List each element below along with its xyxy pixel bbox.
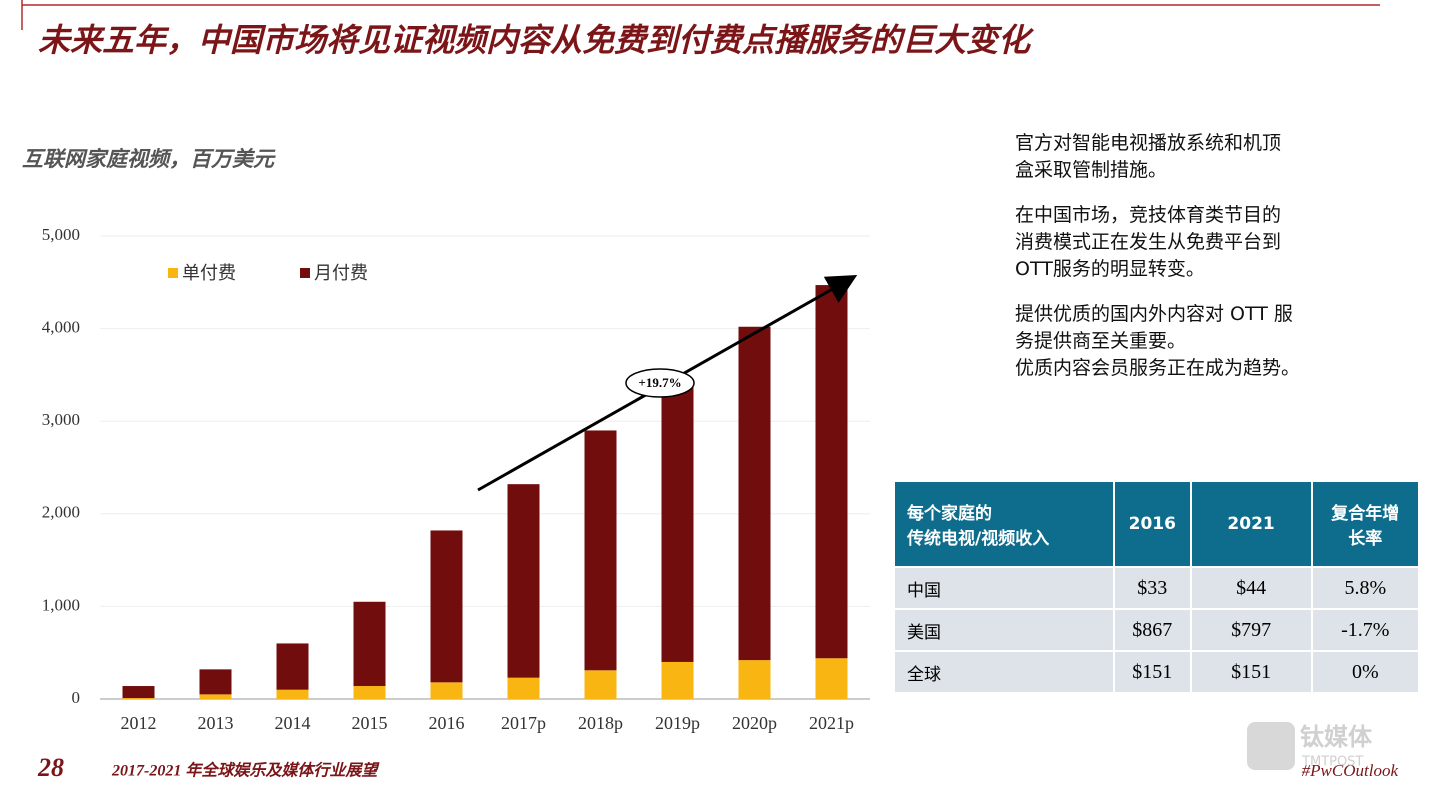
x-tick-label: 2012 [121,713,157,733]
table-cell: $33 [1113,566,1192,610]
table-cell: $797 [1189,608,1313,652]
table-cell: $151 [1113,650,1192,694]
bar-segment [430,530,463,683]
legend-swatch [168,268,178,278]
bar-segment [199,694,232,699]
legend-label: 单付费 [182,263,236,284]
note-line: 提供优质的国内外内容对 OTT 服 [1015,303,1293,325]
bar-segment [507,677,540,699]
bar-segment [815,285,848,659]
notes: 官方对智能电视播放系统和机顶 盒采取管制措施。在中国市场，竞技体育类节目的 消费模式… [1015,130,1300,400]
y-tick-label: 3,000 [42,410,80,429]
legend-swatch [300,268,310,278]
note-line: 盒采取管制措施。 [1015,159,1168,181]
header-cell: 2016 [1113,480,1192,568]
watermark-logo [1247,722,1295,770]
table-header: 每个家庭的传统电视/视频收入 2016 2021 复合年增长率 [893,480,1421,568]
header-cell: 2021 [1189,480,1313,568]
x-tick-label: 2014 [275,713,311,733]
note-line: 消费模式正在发生从免费平台到 [1015,231,1282,253]
table-row: 全球 $151 $151 0% [893,650,1421,694]
legend-label: 月付费 [314,263,368,284]
bar-segment [276,689,309,699]
note-line: 务提供商至关重要。 [1015,330,1187,352]
table-cell: $867 [1113,608,1192,652]
header-text: 每个家庭的 [907,504,992,524]
y-tick-label: 4,000 [42,318,80,337]
x-tick-label: 2019p [655,713,700,733]
header-text: 长率 [1348,529,1383,549]
bar-segment [584,430,617,671]
x-tick-label: 2016 [429,713,465,733]
bar-segment [353,601,386,687]
watermark: 钛媒体 [1300,723,1373,751]
note-paragraph: 提供优质的国内外内容对 OTT 服务提供商至关重要。优质内容会员服务正在成为趋势… [1015,301,1300,382]
header-cell: 每个家庭的传统电视/视频收入 [893,480,1115,568]
table-cell: 5.8% [1310,566,1421,610]
bar-segment [661,384,694,662]
bar-segment [584,670,617,699]
table-cell: 全球 [893,650,1115,694]
table-cell: $44 [1189,566,1313,610]
bar-segment [738,326,771,661]
bar-segment [353,686,386,699]
report-name: 2017-2021 年全球娱乐及媒体行业展望 [111,762,380,780]
table-row: 美国 $867 $797 -1.7% [893,608,1421,652]
note-line: 在中国市场，竞技体育类节目的 [1015,204,1282,226]
bar-segment [507,484,540,678]
x-tick-label: 2021p [809,713,854,733]
table-cell: 中国 [893,566,1115,610]
y-tick-label: 0 [72,688,81,707]
header-cell: 复合年增 长率 [1310,480,1421,568]
header-text: 传统电视/视频收入 [907,529,1050,549]
y-tick-label: 1,000 [42,595,80,614]
bar-segment [199,669,232,695]
x-tick-label: 2018p [578,713,623,733]
table-cell: 0% [1310,650,1421,694]
y-tick-label: 2,000 [42,503,80,522]
table-cell: -1.7% [1310,608,1421,652]
watermark-en: TMTPOST [1301,755,1363,770]
bar-segment [815,658,848,699]
x-tick-label: 2015 [352,713,388,733]
table-cell: 美国 [893,608,1115,652]
note-paragraph: 在中国市场，竞技体育类节目的 消费模式正在发生从免费平台到 OTT服务的明显转变。 [1015,202,1300,283]
y-tick-label: 5,000 [42,225,80,244]
note-line: 官方对智能电视播放系统和机顶 [1015,132,1282,154]
note-line: OTT服务的明显转变。 [1015,258,1205,280]
income-table: 每个家庭的传统电视/视频收入 2016 2021 复合年增长率 中国 $33 $44… [893,480,1421,694]
page-number: 28 [37,753,64,782]
bar-segment [276,643,309,690]
x-tick-label: 2020p [732,713,777,733]
table-row: 中国 $33 $44 5.8% [893,566,1421,610]
note-line: 优质内容会员服务正在成为趋势。 [1015,357,1301,379]
page-title: 未来五年，中国市场将见证视频内容从免费到付费点播服务的巨大变化 [38,21,1034,59]
chart-title: 互联网家庭视频，百万美元 [22,147,276,171]
table-cell: $151 [1189,650,1313,694]
hashtag: #PwCOutlook [1302,761,1399,780]
x-tick-label: 2017p [501,713,546,733]
bar-segment [738,660,771,699]
bar-segment [122,686,155,699]
x-tick-label: 2013 [198,713,234,733]
header-text: 复合年增 [1331,504,1400,524]
bar-segment [122,698,155,699]
annotation-bubble [625,368,695,398]
annotation: +19.7% [638,375,681,390]
note-paragraph: 官方对智能电视播放系统和机顶 盒采取管制措施。 [1015,130,1300,184]
bar-segment [430,682,463,699]
bar-segment [661,661,694,699]
